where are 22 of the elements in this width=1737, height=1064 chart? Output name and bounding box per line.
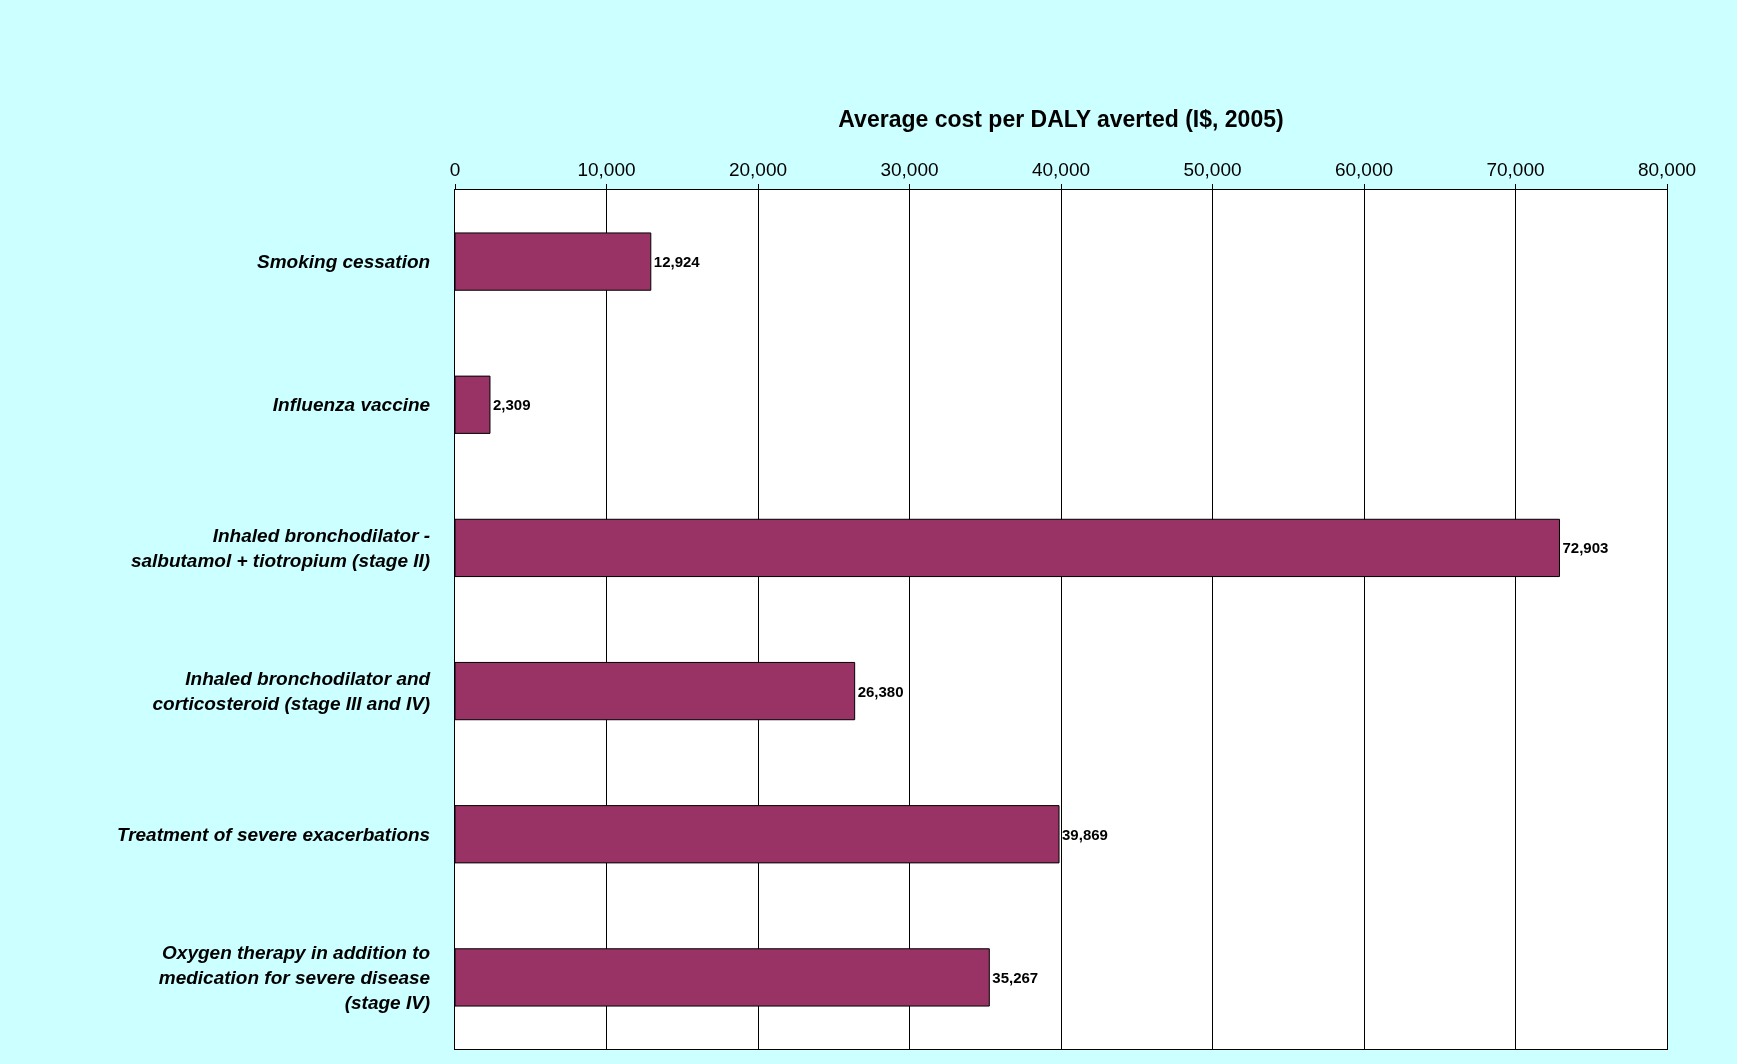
data-label: 72,903 [1562,539,1609,557]
x-tick-label: 10,000 [577,159,636,181]
x-axis-title: Average cost per DALY averted (I$, 2005) [838,105,1284,132]
y-tick-label: Inhaled bronchodilator - salbutamol + tiotropium (stage II) [130,525,431,571]
x-tick-label: 80,000 [1637,159,1697,181]
y-tick-label: Oxygen therapy in addition to medication for severe disease (stage IV) [158,942,431,1013]
x-tick-label: 50,000 [1183,159,1242,181]
data-label: 12,924 [653,253,701,271]
x-tick-label: 70,000 [1486,159,1545,181]
data-label: 26,380 [857,682,904,700]
data-label: 35,267 [992,968,1039,986]
x-tick-label: 30,000 [880,159,939,181]
y-tick-label: Influenza vaccine [272,394,431,416]
x-tick-label: 60,000 [1334,159,1394,181]
data-label: 2,309 [492,396,531,414]
x-tick-label: 40,000 [1031,159,1091,181]
x-tick-label: 0 [449,159,461,181]
y-tick-label: Inhaled bronchodilator and corticosteroid (stage III and IV) [152,668,431,715]
y-tick-label: Smoking cessation [257,251,431,273]
y-tick-label: Treatment of severe exacerbations [116,823,431,845]
x-tick-label: 20,000 [728,159,788,181]
data-label: 39,869 [1062,825,1108,843]
